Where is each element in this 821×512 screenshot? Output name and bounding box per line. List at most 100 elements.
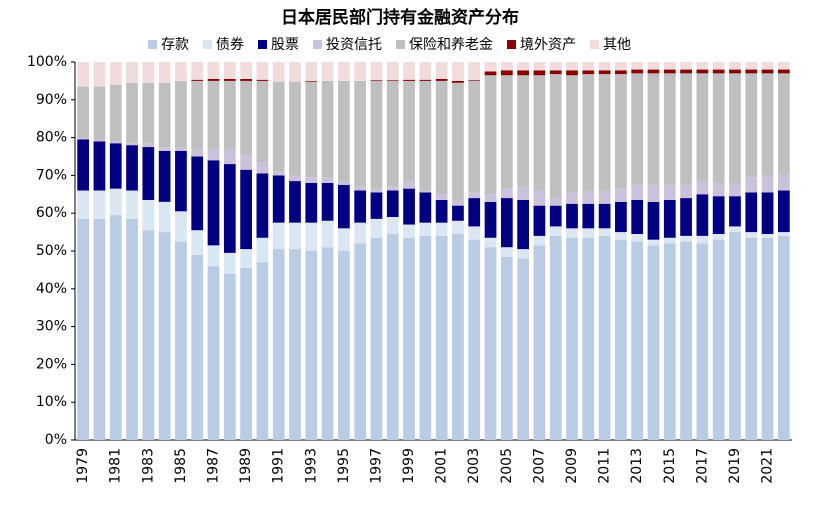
bar-segment xyxy=(354,80,367,187)
x-tick-label: 2009 xyxy=(564,448,580,484)
bar-segment xyxy=(696,194,709,236)
bar-segment xyxy=(452,80,464,83)
bar-segment xyxy=(761,175,774,193)
bar-segment xyxy=(663,62,676,70)
bar-segment xyxy=(435,62,448,80)
x-tick-label: 2013 xyxy=(629,448,645,484)
bar-segment xyxy=(500,62,513,71)
bar-segment xyxy=(696,62,709,70)
bar-segment xyxy=(435,222,448,236)
bar-segment xyxy=(500,256,513,440)
bar-segment xyxy=(452,205,464,221)
bar-segment xyxy=(370,80,383,81)
bar-segment xyxy=(615,74,627,189)
bar-segment xyxy=(370,218,383,238)
bar-segment xyxy=(289,181,301,223)
legend-swatch xyxy=(313,40,322,49)
bar-segment xyxy=(566,62,578,71)
bar-segment xyxy=(93,86,106,140)
bar-segment xyxy=(207,266,220,440)
bar-segment xyxy=(631,69,644,74)
bar-segment xyxy=(403,80,415,182)
bar-segment xyxy=(549,205,562,227)
bar-segment xyxy=(468,80,481,81)
bar-segment xyxy=(533,75,546,191)
bar-segment xyxy=(500,188,513,199)
bar-segment xyxy=(729,226,741,233)
bar-segment xyxy=(680,198,692,236)
bar-segment xyxy=(256,237,269,263)
bar-segment xyxy=(289,249,301,440)
bar-segment xyxy=(272,62,285,82)
bar-segment xyxy=(289,175,301,182)
bar-segment xyxy=(272,171,285,176)
x-tick-label: 2019 xyxy=(727,448,743,484)
bar-segment xyxy=(500,247,513,257)
bar-segment xyxy=(631,233,644,242)
y-tick-label: 10% xyxy=(36,394,67,410)
bar-segment xyxy=(484,194,497,202)
bar-segment xyxy=(321,62,334,81)
bar-segment xyxy=(77,190,90,219)
bar-segment xyxy=(566,75,578,193)
bar-segment xyxy=(582,62,595,71)
bar-segment xyxy=(663,69,676,74)
bar-segment xyxy=(533,245,546,440)
bar-segment xyxy=(598,190,611,204)
bar-segment xyxy=(712,182,725,197)
bar-segment xyxy=(777,173,790,191)
bar-segment xyxy=(142,143,155,148)
bar-segment xyxy=(321,80,334,178)
bar-segment xyxy=(207,160,220,246)
bar-segment xyxy=(549,198,562,206)
bar-segment xyxy=(256,262,269,440)
bar-segment xyxy=(566,228,578,238)
y-tick-label: 0% xyxy=(45,432,67,448)
bar-segment xyxy=(419,192,432,223)
bar-segment xyxy=(93,190,106,219)
legend-label: 股票 xyxy=(271,37,299,53)
x-tick-label: 1993 xyxy=(303,448,319,484)
bar-segment xyxy=(761,62,774,70)
bar-segment xyxy=(729,62,741,70)
bar-segment xyxy=(777,235,790,440)
bar-segment xyxy=(386,190,399,217)
bar-segment xyxy=(468,239,481,440)
bar-segment xyxy=(386,186,399,191)
bar-segment xyxy=(549,70,562,75)
bar-segment xyxy=(631,184,644,200)
bar-segment xyxy=(647,245,660,440)
bar-segment xyxy=(484,75,497,195)
bar-segment xyxy=(435,199,448,223)
bar-segment xyxy=(777,62,790,70)
bar-segment xyxy=(93,218,106,440)
bar-segment xyxy=(468,198,481,227)
bar-segment xyxy=(517,249,529,259)
x-tick-label: 2001 xyxy=(434,448,450,484)
bar-segment xyxy=(435,235,448,440)
bar-segment xyxy=(338,228,350,251)
y-tick-label: 100% xyxy=(27,54,67,70)
bar-segment xyxy=(321,182,334,221)
x-tick-label: 2011 xyxy=(597,448,613,484)
bar-segment xyxy=(142,199,155,231)
bar-segment xyxy=(631,199,644,234)
bar-segment xyxy=(566,203,578,229)
bar-segment xyxy=(240,79,252,81)
x-tick-label: 1991 xyxy=(271,448,287,484)
bar-segment xyxy=(647,184,660,202)
bar-segment xyxy=(631,62,644,70)
bar-segment xyxy=(419,79,432,81)
bar-segment xyxy=(517,70,529,76)
bar-segment xyxy=(745,232,758,238)
bar-segment xyxy=(191,80,204,149)
bar-segment xyxy=(435,80,448,195)
bar-segment xyxy=(680,69,692,74)
bar-segment xyxy=(370,237,383,440)
legend-swatch xyxy=(203,40,212,49)
bar-segment xyxy=(745,73,758,178)
bar-segment xyxy=(305,222,318,251)
bar-segment xyxy=(386,62,399,81)
bar-segment xyxy=(207,245,220,267)
bar-segment xyxy=(142,62,155,83)
